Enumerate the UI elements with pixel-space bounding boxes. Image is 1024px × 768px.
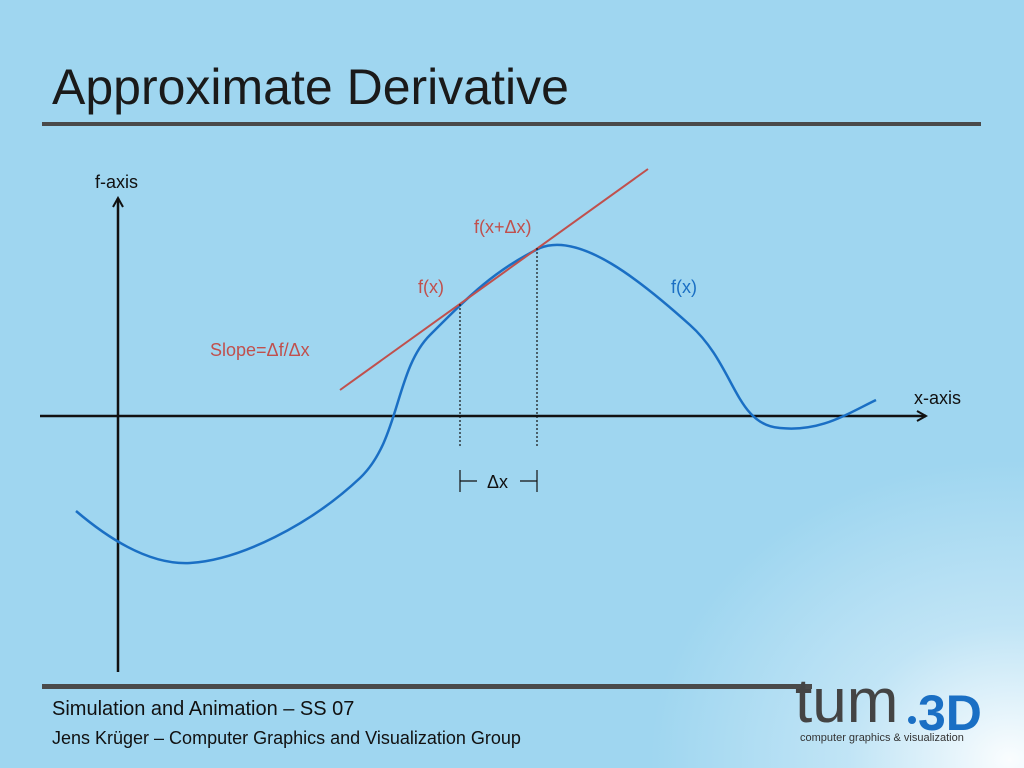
- logo-caption: computer graphics & visualization: [800, 732, 964, 744]
- delta-x-label: Δx: [487, 472, 508, 492]
- logo-dot: [908, 716, 916, 724]
- x-axis-label: x-axis: [914, 388, 961, 408]
- y-axis-label: f-axis: [95, 172, 138, 192]
- point2-label: f(x+Δx): [474, 217, 532, 237]
- logo-name-part1: tum: [795, 667, 898, 736]
- footer-rule: [42, 684, 812, 689]
- slope-label: Slope=Δf/Δx: [210, 340, 310, 360]
- title-underline: [42, 122, 981, 126]
- slide-title: Approximate Derivative: [52, 59, 569, 115]
- footer-course: Simulation and Animation – SS 07: [52, 698, 355, 720]
- tum3d-logo: tum 3D: [795, 667, 982, 741]
- point1-label: f(x): [418, 277, 444, 297]
- footer-author: Jens Krüger – Computer Graphics and Visu…: [52, 728, 521, 748]
- logo-name-part2: 3D: [918, 685, 982, 741]
- secant-line: [339, 168, 649, 391]
- curve-label: f(x): [671, 277, 697, 297]
